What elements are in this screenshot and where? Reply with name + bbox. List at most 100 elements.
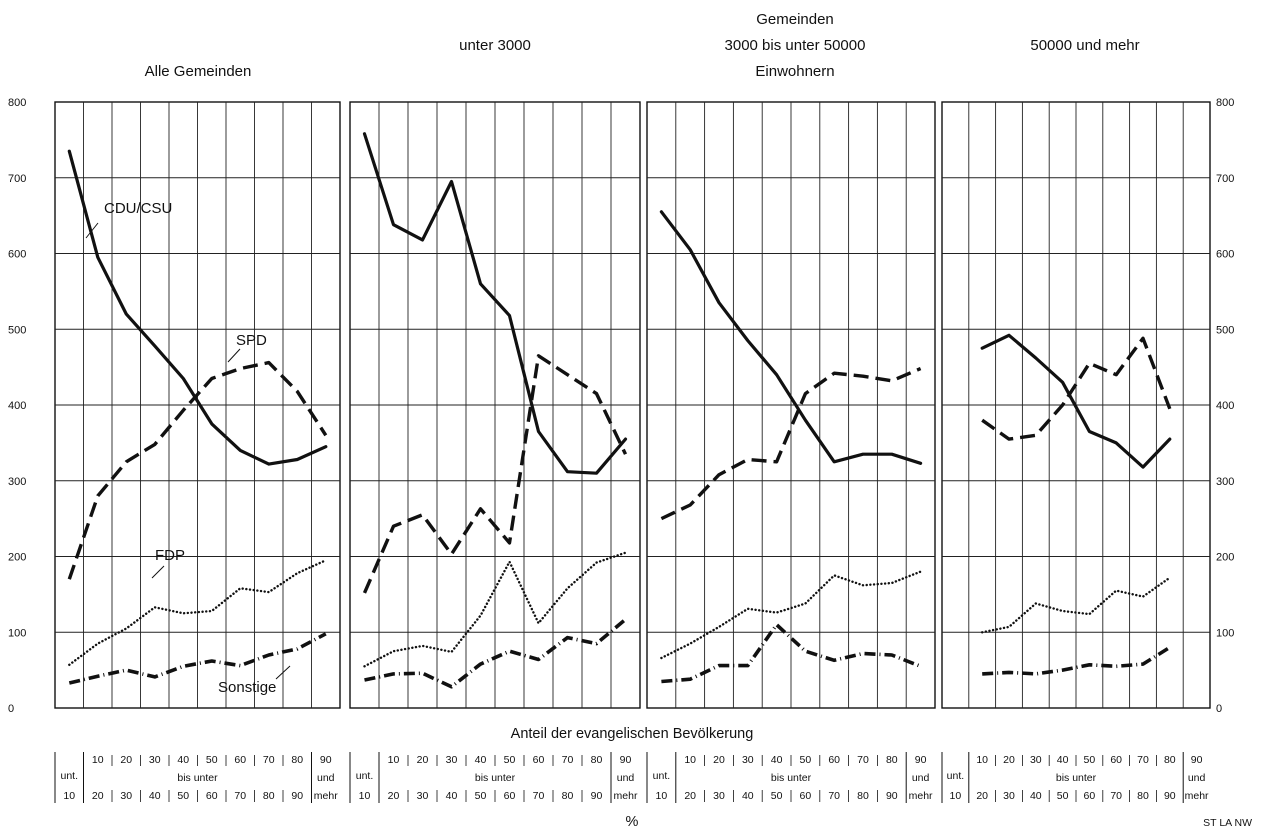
x-label-ten: 10 (63, 790, 75, 802)
x-label-upper-mark: 80 (291, 754, 303, 766)
x-label-upper-mark: 70 (562, 754, 574, 766)
series-line-spd (660, 367, 922, 521)
annotation-spd: SPD (236, 332, 267, 349)
x-label-lower-mark: 20 (684, 790, 696, 802)
x-label-upper-mark: 80 (1164, 754, 1176, 766)
x-label-upper-mark: 80 (886, 754, 898, 766)
x-label-lower-mark: 50 (771, 790, 783, 802)
x-label-upper-mark: 60 (234, 754, 246, 766)
series-line-sonstige (364, 618, 627, 689)
x-label-mehr: mehr (614, 790, 638, 802)
x-label-upper-mark: 50 (504, 754, 516, 766)
x-label-upper-mark: 50 (206, 754, 218, 766)
series-lines (67, 132, 1172, 689)
y-tick-left: 100 (8, 627, 26, 639)
x-label-lower-mark: 60 (1084, 790, 1096, 802)
x-label-lower-mark: 80 (562, 790, 574, 802)
x-label-ninety: 90 (1191, 754, 1203, 766)
x-label-upper-mark: 70 (1137, 754, 1149, 766)
x-label-upper-mark: 40 (475, 754, 487, 766)
x-label-und: und (317, 772, 335, 784)
panel-title-3000-bis-50000: 3000 bis unter 50000 (725, 37, 866, 54)
x-label-lower-mark: 50 (1057, 790, 1069, 802)
y-tick-right: 400 (1216, 400, 1234, 412)
x-label-upper-mark: 30 (742, 754, 754, 766)
x-label-lower-mark: 80 (857, 790, 869, 802)
series-line-cdu-csu (67, 149, 328, 466)
x-category-block: unt. 10 10 20 20 30 30 40 40 50 50 60 60 70 70 80 80 90 bi… (54, 752, 338, 803)
panel-title-alle-gemeinden: Alle Gemeinden (145, 63, 252, 80)
x-label-lower-mark: 80 (1137, 790, 1149, 802)
x-label-upper-mark: 50 (800, 754, 812, 766)
x-axis-categories: unt. 10 10 20 20 30 30 40 40 50 50 60 60 70 70 80 80 90 bi… (54, 752, 1209, 803)
x-label-lower-mark: 40 (149, 790, 161, 802)
x-label-upper-mark: 20 (1003, 754, 1015, 766)
x-label-lower-mark: 40 (742, 790, 754, 802)
x-label-lower-mark: 90 (291, 790, 303, 802)
y-tick-right: 700 (1216, 173, 1234, 185)
x-label-lower-mark: 50 (475, 790, 487, 802)
y-tick-left: 800 (8, 97, 26, 109)
y-tick-right: 500 (1216, 324, 1234, 336)
annotation-cdu-leader (85, 222, 99, 239)
x-label-lower-mark: 20 (92, 790, 104, 802)
x-label-lower-mark: 70 (1110, 790, 1122, 802)
x-label-lower-mark: 30 (120, 790, 132, 802)
x-label-unt: unt. (947, 770, 965, 782)
y-tick-right: 100 (1216, 627, 1234, 639)
x-axis-title: Anteil der evangelischen Bevölkerung (511, 726, 754, 742)
x-category-block: unt. 10 10 20 20 30 30 40 40 50 50 60 60 70 70 80 80 90 bi… (646, 752, 933, 803)
x-label-mehr: mehr (314, 790, 338, 802)
x-label-ten: 10 (950, 790, 962, 802)
x-axis-unit: % (626, 814, 639, 830)
x-label-unt: unt. (653, 770, 671, 782)
y-tick-left: 200 (8, 552, 26, 564)
series-line-cdu-csu (980, 333, 1172, 469)
x-label-upper-mark: 60 (1110, 754, 1122, 766)
annotation-fdp: FDP (155, 547, 185, 564)
x-label-lower-mark: 60 (800, 790, 812, 802)
series-line-fdp (981, 576, 1172, 634)
y-tick-left: 700 (8, 173, 26, 185)
series-line-cdu-csu (362, 132, 628, 475)
x-label-unt: unt. (60, 770, 78, 782)
x-label-lower-mark: 70 (533, 790, 545, 802)
series-line-sonstige (68, 632, 327, 685)
x-label-ninety: 90 (915, 754, 927, 766)
x-label-upper-mark: 70 (263, 754, 275, 766)
x-label-und: und (1188, 772, 1206, 784)
x-label-lower-mark: 30 (417, 790, 429, 802)
x-label-ninety: 90 (320, 754, 332, 766)
x-label-ten: 10 (359, 790, 371, 802)
x-label-lower-mark: 90 (591, 790, 603, 802)
panel-title-einwohnern: Einwohnern (755, 63, 834, 80)
x-label-upper-mark: 30 (149, 754, 161, 766)
x-label-ninety: 90 (620, 754, 632, 766)
x-label-upper-mark: 10 (388, 754, 400, 766)
x-label-upper-mark: 10 (92, 754, 104, 766)
x-label-lower-mark: 70 (828, 790, 840, 802)
y-tick-left: 0 (8, 703, 14, 715)
y-tick-right: 0 (1216, 703, 1222, 715)
x-label-und: und (912, 772, 930, 784)
x-label-mehr: mehr (1185, 790, 1209, 802)
x-label-und: und (617, 772, 635, 784)
series-line-cdu-csu (659, 210, 923, 465)
x-label-upper-mark: 40 (177, 754, 189, 766)
x-label-upper-mark: 80 (591, 754, 603, 766)
x-label-lower-mark: 90 (1164, 790, 1176, 802)
x-label-upper-mark: 10 (976, 754, 988, 766)
x-label-upper-mark: 30 (1030, 754, 1042, 766)
x-label-lower-mark: 50 (177, 790, 189, 802)
x-label-upper-mark: 20 (713, 754, 725, 766)
y-tick-right: 800 (1216, 97, 1234, 109)
annotation-sonstige: Sonstige (218, 679, 276, 696)
series-line-spd (362, 354, 628, 594)
panel-title-unter-3000: unter 3000 (459, 37, 531, 54)
x-label-upper-mark: 30 (446, 754, 458, 766)
x-label-lower-mark: 40 (1030, 790, 1042, 802)
x-label-lower-mark: 30 (1003, 790, 1015, 802)
x-label-lower-mark: 60 (504, 790, 516, 802)
x-label-upper-mark: 40 (771, 754, 783, 766)
